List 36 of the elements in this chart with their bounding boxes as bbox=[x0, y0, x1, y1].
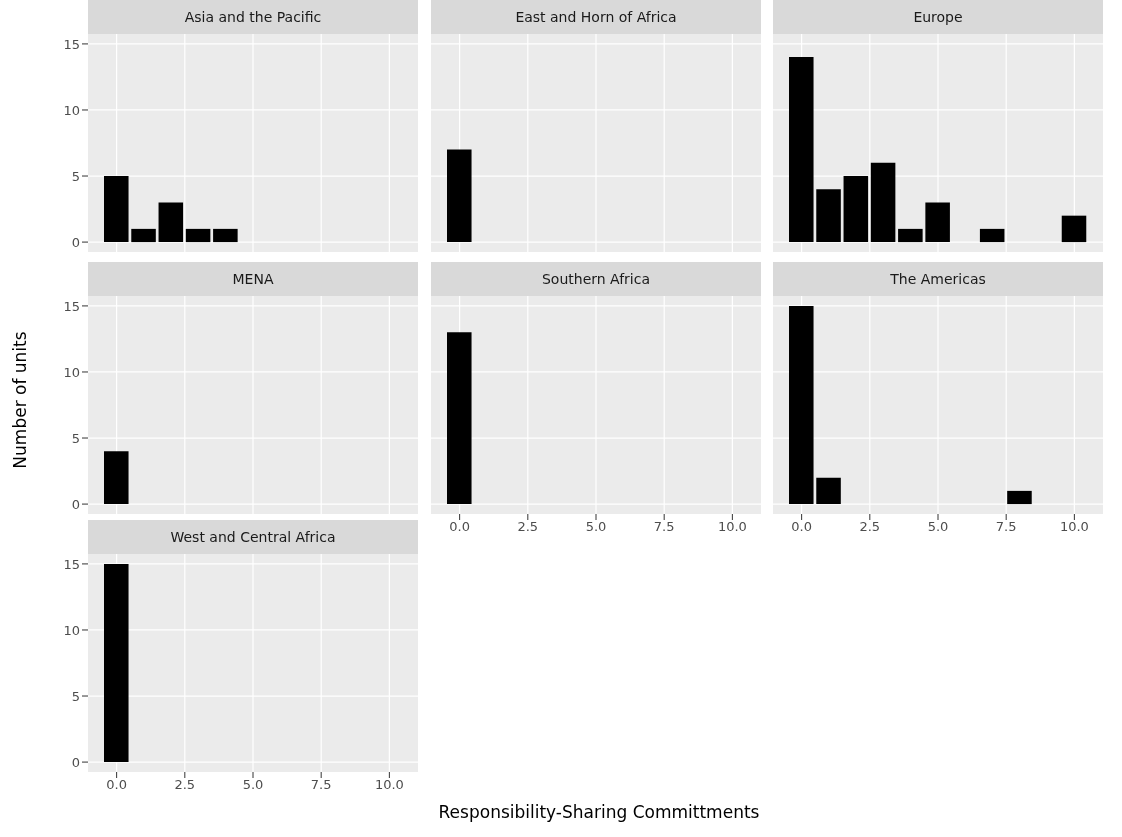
x-tick-label: 2.5 bbox=[174, 777, 196, 793]
x-tick-label: 10.0 bbox=[717, 519, 747, 535]
x-tick-label: 0.0 bbox=[106, 777, 127, 793]
x-tick-label: 2.5 bbox=[517, 519, 539, 535]
chart-title: East and Horn of Africa bbox=[431, 0, 761, 34]
y-tick-label: 5 bbox=[71, 688, 80, 704]
chart-title: Asia and the Pacific bbox=[88, 0, 418, 34]
y-tick-label: 15 bbox=[63, 36, 80, 52]
y-tick-label: 0 bbox=[71, 234, 80, 250]
x-tick-label: 5.0 bbox=[242, 777, 264, 793]
x-tick-label: 7.5 bbox=[310, 777, 332, 793]
y-tick-label: 15 bbox=[63, 298, 80, 314]
y-axis-title: Number of units bbox=[10, 331, 30, 469]
y-tick-label: 5 bbox=[71, 168, 80, 184]
chart-title: Europe bbox=[773, 0, 1103, 34]
x-tick-label: 7.5 bbox=[995, 519, 1017, 535]
x-tick-label: 0.0 bbox=[791, 519, 812, 535]
chart-title: The Americas bbox=[773, 262, 1103, 296]
y-tick-label: 0 bbox=[71, 496, 80, 512]
chart-title: MENA bbox=[88, 262, 418, 296]
y-tick-label: 10 bbox=[63, 364, 80, 380]
y-tick-label: 10 bbox=[63, 622, 80, 638]
x-tick-label: 10.0 bbox=[1059, 519, 1089, 535]
chart-title: West and Central Africa bbox=[88, 520, 418, 554]
x-tick-label: 5.0 bbox=[585, 519, 607, 535]
y-tick-label: 5 bbox=[71, 430, 80, 446]
x-tick-label: 2.5 bbox=[859, 519, 881, 535]
x-tick-label: 0.0 bbox=[449, 519, 470, 535]
y-tick-label: 10 bbox=[63, 102, 80, 118]
x-tick-label: 10.0 bbox=[374, 777, 404, 793]
chart-title: Southern Africa bbox=[431, 262, 761, 296]
y-tick-label: 15 bbox=[63, 556, 80, 572]
x-tick-label: 5.0 bbox=[927, 519, 949, 535]
x-axis-title: Responsibility-Sharing Committments bbox=[438, 802, 760, 822]
y-tick-label: 0 bbox=[71, 754, 80, 770]
x-tick-label: 7.5 bbox=[653, 519, 675, 535]
